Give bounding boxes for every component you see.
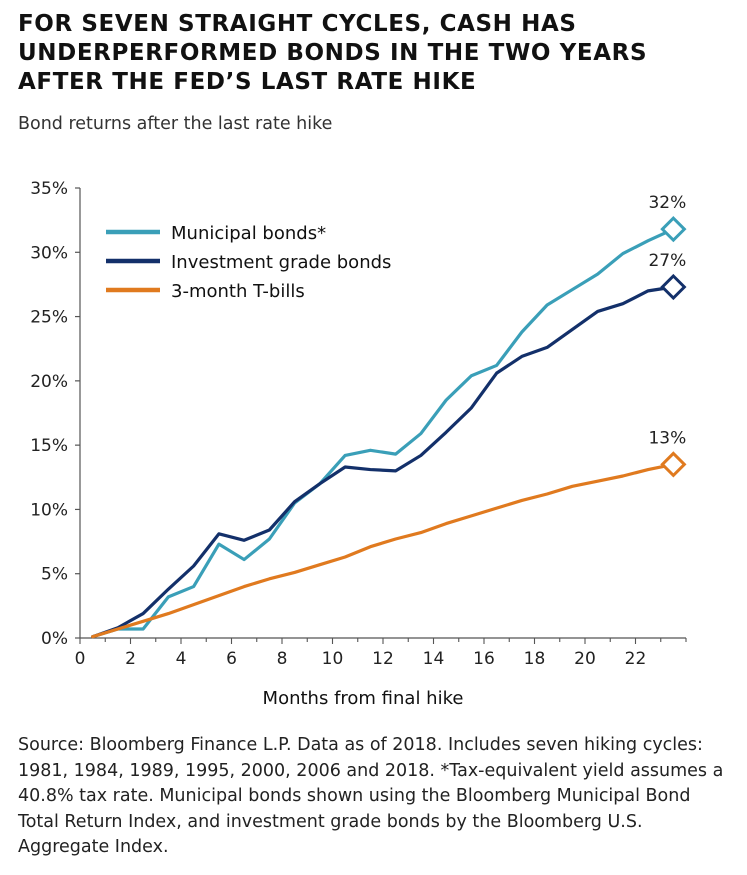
x-tick-label: 6 (226, 649, 237, 669)
y-tick-label: 20% (30, 372, 68, 392)
y-tick-label: 30% (30, 243, 68, 263)
chart-axes: 0% 5% 10% 15% 20% 25% 30% 35% 0 2 4 6 8 10 12 14 16 18 20 2… (30, 179, 687, 669)
x-tick-label: 12 (372, 649, 394, 669)
end-value-label: 32% (648, 193, 686, 213)
y-tick-label: 35% (30, 179, 68, 199)
x-tick-label: 4 (176, 649, 187, 669)
x-tick-label: 22 (625, 649, 647, 669)
x-tick-label: 20 (574, 649, 596, 669)
legend-label: Municipal bonds* (171, 223, 326, 244)
end-value-label: 27% (648, 251, 686, 271)
x-tick-label: 16 (473, 649, 495, 669)
y-tick-label: 15% (30, 436, 68, 456)
chart-subtitle: Bond returns after the last rate hike (18, 114, 333, 134)
series-line (91, 227, 675, 639)
chart-title: FOR SEVEN STRAIGHT CYCLES, CASH HAS UNDE… (18, 11, 648, 95)
y-tick-label: 25% (30, 308, 68, 328)
y-tick-label: 5% (41, 565, 68, 585)
x-axis-title: Months from final hike (263, 688, 464, 709)
x-tick-label: 14 (423, 649, 445, 669)
end-point-marker (660, 216, 687, 243)
x-tick-label: 2 (125, 649, 136, 669)
end-point-marker (660, 273, 687, 301)
series-line (91, 285, 675, 639)
x-tick-label: 18 (524, 649, 546, 669)
series-layer: 32% 27% 13% (91, 193, 687, 639)
line-chart: 0% 5% 10% 15% 20% 25% 30% 35% 0 2 4 6 8 10 12 14 16 18 20 2… (30, 179, 687, 709)
legend-label: Investment grade bonds (171, 252, 391, 273)
x-tick-label: 0 (75, 649, 86, 669)
y-tick-label: 10% (30, 500, 68, 520)
legend-label: 3-month T-bills (171, 281, 305, 302)
x-tick-label: 8 (277, 649, 288, 669)
end-value-label: 13% (648, 428, 686, 448)
series-line (91, 462, 675, 639)
source-note: Source: Bloomberg Finance L.P. Data as o… (18, 735, 724, 857)
y-tick-label: 0% (41, 629, 68, 649)
end-point-marker (660, 451, 687, 478)
x-tick-label: 10 (322, 649, 344, 669)
chart-legend: Municipal bonds* Investment grade bonds 3-… (106, 223, 391, 302)
